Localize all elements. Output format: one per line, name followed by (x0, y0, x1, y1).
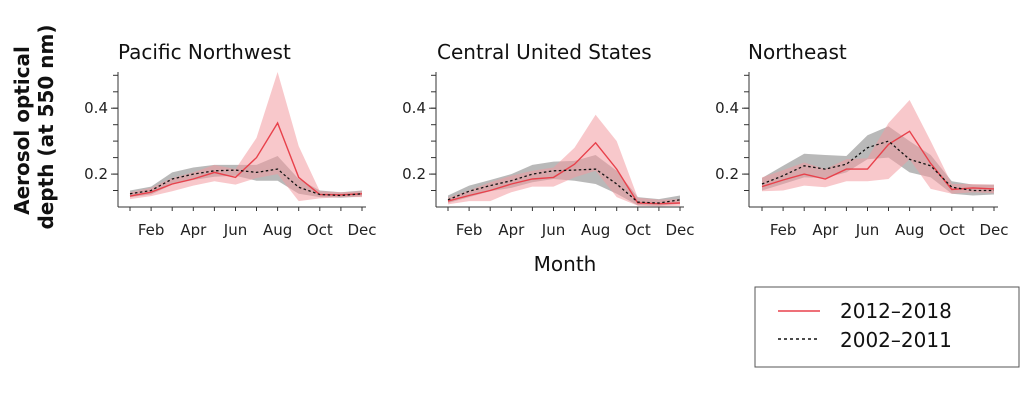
line-2002-2011 (447, 168, 681, 204)
x-tick-label: Apr (180, 221, 207, 239)
legend-label-2012-2018: 2012–2018 (840, 299, 952, 323)
legend: 2012–2018 2002–2011 (754, 286, 1020, 368)
y-axis-label-line-1: Aerosol optical (10, 46, 34, 215)
y-tick-label: 0.2 (715, 165, 739, 183)
x-tick-label: Feb (138, 221, 165, 239)
x-axis-label: Month (534, 252, 597, 276)
y-tick-label: 0.4 (402, 99, 426, 117)
x-tick-label: Aug (895, 221, 924, 239)
y-tick-label: 0.4 (715, 99, 739, 117)
y-tick-label: 0.2 (84, 165, 108, 183)
x-tick-label: Jun (541, 221, 565, 239)
panel-title: Central United States (437, 40, 652, 64)
y-axis-label: Aerosol optical depth (at 550 nm) (10, 24, 58, 229)
x-tick-label: Apr (812, 221, 839, 239)
line-2012-2018 (761, 130, 995, 191)
panel-1: Pacific Northwest 0.2 0.4 Feb Apr Jun Aug Oct De… (84, 40, 376, 239)
panels-layer: Pacific Northwest 0.2 0.4 Feb Apr Jun Aug Oct De… (84, 40, 1008, 239)
x-tick-label: Aug (263, 221, 292, 239)
x-tick-label: Oct (939, 221, 965, 239)
x-tick-label: Dec (665, 221, 694, 239)
x-tick-label: Dec (347, 221, 376, 239)
legend-label-2002-2011: 2002–2011 (840, 328, 952, 352)
x-tick-label: Feb (770, 221, 797, 239)
y-tick-label: 0.4 (84, 99, 108, 117)
panel-title: Northeast (748, 40, 847, 64)
x-tick-label: Jun (855, 221, 879, 239)
panel-title: Pacific Northwest (118, 40, 291, 64)
band-2012-2018 (130, 72, 362, 202)
x-tick-label: Oct (307, 221, 333, 239)
x-tick-label: Feb (456, 221, 483, 239)
panel-3: Northeast 0.2 0.4 Feb Apr Jun Aug Oct Dec (715, 40, 1008, 239)
panel-2: Central United States 0.2 0.4 Feb Apr Jun Aug O… (402, 40, 694, 239)
band-2012-2018 (762, 100, 994, 194)
x-tick-label: Dec (979, 221, 1008, 239)
x-tick-label: Oct (625, 221, 651, 239)
y-tick-label: 0.2 (402, 165, 426, 183)
legend-box (754, 286, 1020, 368)
line-2002-2011 (129, 168, 363, 197)
y-axis-label-line-2: depth (at 550 nm) (34, 24, 58, 229)
band-2012-2018 (448, 114, 680, 207)
x-tick-label: Apr (498, 221, 525, 239)
x-tick-label: Jun (223, 221, 247, 239)
line-2002-2011 (761, 140, 994, 192)
x-tick-label: Aug (581, 221, 610, 239)
